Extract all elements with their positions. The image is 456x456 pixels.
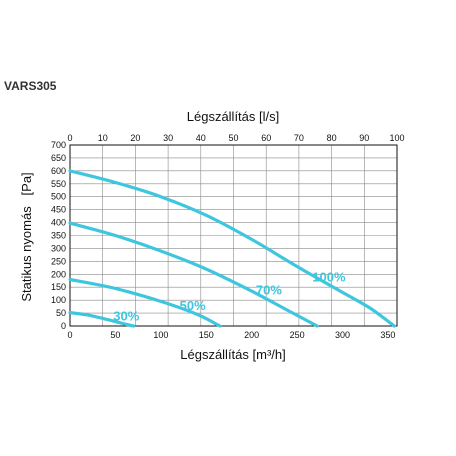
- y-tick-label: 550: [51, 179, 66, 189]
- series-line-50pct: [68, 277, 222, 328]
- plot-frame: [69, 144, 398, 327]
- top-tick-label: 0: [67, 133, 72, 143]
- top-tick-label: 60: [261, 133, 271, 143]
- y-tick-label: 650: [51, 153, 66, 163]
- top-tick-label: 100: [389, 133, 404, 143]
- x-tick-label: 350: [380, 330, 395, 340]
- y-tick-label: 200: [51, 269, 66, 279]
- top-tick-label: 70: [294, 133, 304, 143]
- x-tick-label: 300: [335, 330, 350, 340]
- y-tick-label: 500: [51, 192, 66, 202]
- series-line-30pct: [68, 311, 136, 328]
- y-tick-label: 150: [51, 282, 66, 292]
- top-tick-label: 50: [228, 133, 238, 143]
- top-tick-label: 20: [130, 133, 140, 143]
- curve-label-100pct: 100%: [312, 270, 346, 285]
- x-tick-label: 200: [244, 330, 259, 340]
- top-tick-label: 10: [98, 133, 108, 143]
- top-axis-title: Légszállítás [l/s]: [187, 109, 280, 124]
- curve-label-70pct: 70%: [256, 283, 282, 298]
- x-tick-label: 150: [199, 330, 214, 340]
- curve-label-30pct: 30%: [113, 309, 139, 324]
- series-lines: [68, 169, 396, 328]
- y-tick-label: 250: [51, 256, 66, 266]
- series-line-100pct: [68, 169, 396, 328]
- y-tick-label: 350: [51, 231, 66, 241]
- y-tick-label: 50: [56, 308, 66, 318]
- curve-labels: 100% 70% 50% 30%: [113, 270, 346, 324]
- top-tick-label: 80: [327, 133, 337, 143]
- top-tick-label: 40: [196, 133, 206, 143]
- y-tick-label: 100: [51, 295, 66, 305]
- y-tick-label: 450: [51, 205, 66, 215]
- y-tick-label: 400: [51, 218, 66, 228]
- top-tick-label: 30: [163, 133, 173, 143]
- x-tick-label: 250: [290, 330, 305, 340]
- y-tick-label: 300: [51, 243, 66, 253]
- top-tick-label: 90: [359, 133, 369, 143]
- x-tick-label: 100: [153, 330, 168, 340]
- y-tick-label: 0: [61, 321, 66, 331]
- y-tick-label: 700: [51, 140, 66, 150]
- series-line-70pct: [68, 221, 319, 328]
- curve-label-50pct: 50%: [180, 298, 206, 313]
- y-axis-title: Statikus nyomás [Pa]: [19, 172, 34, 301]
- x-axis-title: Légszállítás [m³/h]: [180, 347, 286, 362]
- model-title: VARS305: [4, 79, 57, 93]
- tick-labels: 0501001502002503003504004505005506006507…: [51, 133, 405, 340]
- x-tick-label: 50: [110, 330, 120, 340]
- x-tick-label: 0: [67, 330, 72, 340]
- y-tick-label: 600: [51, 166, 66, 176]
